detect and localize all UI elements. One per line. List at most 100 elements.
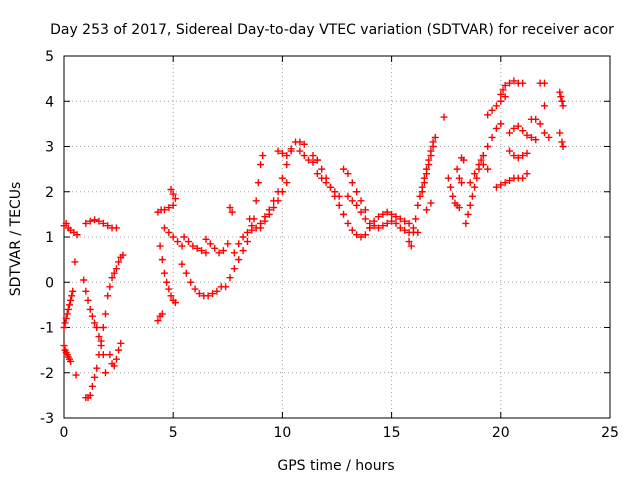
- data-point: [112, 224, 120, 232]
- data-point: [536, 120, 544, 128]
- data-point: [506, 129, 514, 137]
- data-point: [466, 201, 474, 209]
- data-point: [318, 174, 326, 182]
- data-point: [374, 213, 382, 221]
- x-axis-label: GPS time / hours: [277, 458, 394, 474]
- data-point: [370, 222, 378, 230]
- data-point: [165, 228, 173, 236]
- data-point: [62, 219, 70, 227]
- data-point: [82, 219, 90, 227]
- data-point: [388, 210, 396, 218]
- data-point: [357, 208, 365, 216]
- data-point: [112, 355, 120, 363]
- data-point: [257, 224, 265, 232]
- data-point: [84, 296, 92, 304]
- data-point: [67, 296, 75, 304]
- data-point: [156, 242, 164, 250]
- data-point: [309, 152, 317, 160]
- data-point: [287, 145, 295, 153]
- data-point: [348, 179, 356, 187]
- data-point: [471, 183, 479, 191]
- data-point: [71, 258, 79, 266]
- x-tick-label: 25: [601, 425, 619, 441]
- data-point: [115, 258, 123, 266]
- y-tick-label: -2: [40, 366, 54, 382]
- data-point: [93, 364, 101, 372]
- data-point: [379, 210, 387, 218]
- data-point: [412, 215, 420, 223]
- data-point: [348, 197, 356, 205]
- data-point: [274, 147, 282, 155]
- data-point: [532, 115, 540, 123]
- data-point: [95, 217, 103, 225]
- data-point: [189, 242, 197, 250]
- data-point: [72, 371, 80, 379]
- data-point: [409, 228, 417, 236]
- data-point: [361, 206, 369, 214]
- data-point: [540, 129, 548, 137]
- data-point: [423, 170, 431, 178]
- data-point: [540, 79, 548, 87]
- data-point: [558, 138, 566, 146]
- data-point: [344, 170, 352, 178]
- data-point: [514, 122, 522, 130]
- data-point: [115, 346, 123, 354]
- data-point: [523, 149, 531, 157]
- data-point: [348, 226, 356, 234]
- data-point: [169, 190, 177, 198]
- data-point: [265, 210, 273, 218]
- data-point: [392, 213, 400, 221]
- data-point: [519, 152, 527, 160]
- data-point: [228, 208, 236, 216]
- data-point: [195, 290, 203, 298]
- data-point: [556, 129, 564, 137]
- data-point: [353, 188, 361, 196]
- data-point: [431, 133, 439, 141]
- data-point: [296, 147, 304, 155]
- data-point: [466, 179, 474, 187]
- data-point: [388, 217, 396, 225]
- data-point: [112, 265, 120, 273]
- data-point: [158, 256, 166, 264]
- data-point: [101, 310, 109, 318]
- grid: [64, 56, 610, 418]
- data-point: [420, 179, 428, 187]
- data-point: [559, 102, 567, 110]
- data-point: [429, 143, 437, 150]
- data-point: [73, 231, 81, 239]
- data-point: [427, 152, 435, 160]
- y-tick-label: 2: [45, 185, 54, 201]
- data-point: [110, 362, 118, 370]
- data-point: [416, 192, 424, 200]
- data-point: [532, 136, 540, 144]
- data-point: [283, 161, 291, 169]
- data-point: [519, 174, 527, 182]
- data-point: [180, 233, 188, 241]
- data-point: [184, 238, 192, 246]
- data-point: [460, 156, 468, 164]
- data-point: [492, 183, 500, 191]
- data-point: [383, 219, 391, 227]
- data-point: [65, 301, 73, 309]
- y-tick-label: 5: [45, 49, 54, 65]
- data-point: [396, 224, 404, 232]
- data-point: [418, 188, 426, 196]
- data-point: [82, 287, 90, 295]
- data-point: [174, 238, 182, 246]
- data-point: [379, 222, 387, 230]
- data-point: [383, 208, 391, 216]
- data-point: [374, 224, 382, 232]
- data-point: [344, 219, 352, 227]
- data-point: [322, 179, 330, 187]
- data-point: [473, 174, 481, 182]
- data-point: [366, 219, 374, 227]
- data-point: [165, 285, 173, 293]
- data-point: [447, 183, 455, 191]
- data-point: [392, 219, 400, 227]
- data-point: [101, 369, 109, 377]
- data-point: [243, 228, 251, 236]
- data-point: [261, 217, 269, 225]
- data-point: [191, 285, 199, 293]
- data-point: [119, 251, 127, 259]
- data-point: [506, 147, 514, 155]
